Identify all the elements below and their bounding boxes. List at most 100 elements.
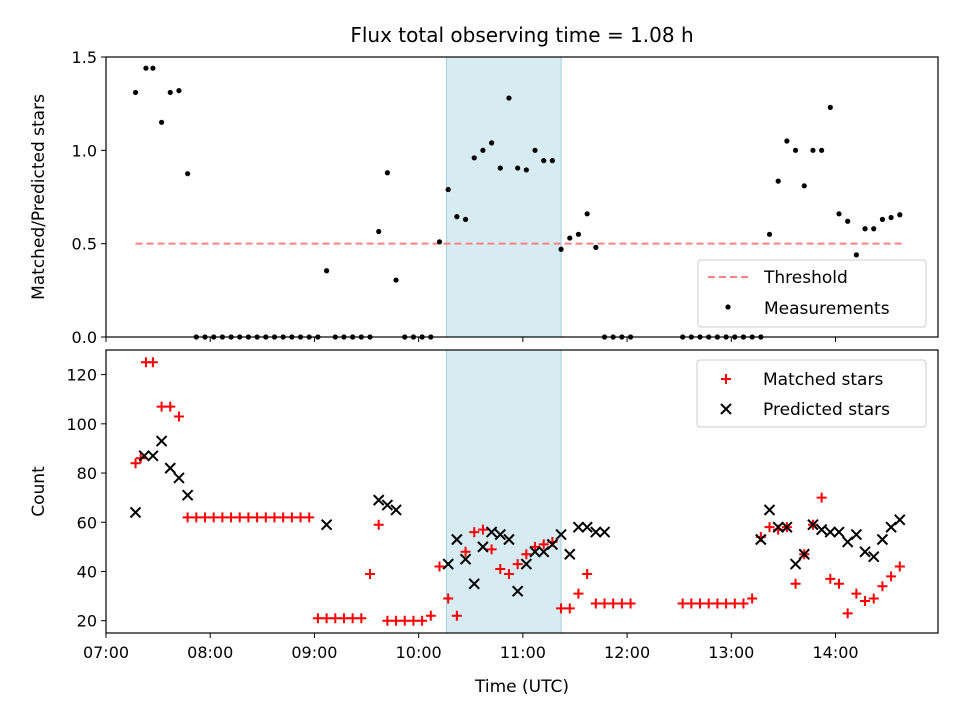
data-point — [850, 528, 863, 541]
data-point — [393, 277, 399, 283]
data-point — [584, 211, 590, 217]
data-point — [853, 252, 859, 258]
data-point — [312, 613, 323, 624]
data-point — [598, 526, 611, 538]
data-point — [815, 523, 828, 536]
data-point — [842, 608, 853, 619]
data-point — [158, 119, 165, 125]
data-point — [442, 558, 454, 570]
data-point — [833, 578, 844, 589]
data-point — [824, 526, 837, 538]
data-point — [503, 533, 515, 546]
data-point — [217, 512, 228, 523]
data-point — [538, 539, 549, 550]
data-point — [497, 165, 503, 171]
data-point — [489, 140, 495, 146]
data-point — [833, 526, 845, 538]
x-tick-label: 08:00 — [187, 643, 233, 662]
data-point — [555, 528, 567, 541]
x-tick-label: 07:00 — [83, 643, 129, 662]
data-point — [181, 489, 194, 501]
x-tick-label: 12:00 — [604, 643, 650, 662]
data-point — [390, 504, 402, 516]
data-point — [462, 216, 469, 222]
data-point — [862, 226, 868, 232]
data-point — [845, 218, 851, 224]
data-point — [200, 512, 211, 523]
legend-threshold-label: Threshold — [763, 268, 848, 288]
data-point — [523, 167, 529, 173]
data-point — [860, 596, 871, 607]
data-point — [372, 494, 385, 506]
data-point — [330, 613, 341, 624]
data-point — [445, 186, 451, 193]
axes-frame — [105, 349, 939, 634]
data-point — [382, 615, 393, 626]
observing-window-span — [446, 350, 562, 633]
legend-box — [696, 359, 927, 428]
data-point — [147, 357, 158, 368]
data-point — [894, 514, 906, 526]
data-point — [323, 268, 330, 274]
data-point — [575, 231, 582, 237]
data-point — [173, 472, 185, 484]
axes-frame — [105, 56, 939, 338]
data-point — [226, 512, 237, 523]
y-tick-label: 0.5 — [72, 235, 97, 254]
count-panel: 20 40 60 80 100 120 Count 07:00 08:00 09:00 10:00 1… — [29, 349, 939, 662]
data-point — [819, 147, 825, 153]
data-point — [173, 411, 184, 422]
y-tick-label: 0.0 — [72, 328, 97, 347]
data-point — [164, 462, 176, 474]
data-point — [859, 546, 871, 558]
data-point — [512, 559, 523, 570]
data-point — [763, 504, 776, 516]
data-point — [286, 512, 297, 523]
data-point — [304, 512, 315, 523]
data-point — [469, 527, 480, 538]
x-tick-label: 10:00 — [396, 643, 442, 662]
data-point — [695, 598, 706, 609]
data-point — [320, 519, 333, 531]
y-axis-label: Count — [29, 466, 49, 517]
legend-matched-swatch — [721, 374, 731, 384]
data-point — [176, 88, 182, 94]
data-point — [147, 450, 159, 462]
data-point — [807, 519, 819, 531]
data-point — [567, 235, 573, 241]
legend-measurements-swatch — [725, 304, 731, 310]
data-point — [252, 512, 263, 523]
data-point — [572, 521, 585, 533]
data-point — [772, 521, 784, 533]
data-point — [868, 551, 880, 563]
data-point — [810, 147, 816, 153]
legend-box — [697, 259, 927, 328]
data-point — [338, 613, 349, 624]
data-point — [801, 183, 807, 189]
data-point — [530, 541, 541, 552]
y-tick-label: 80 — [77, 464, 97, 483]
data-point — [477, 524, 488, 535]
x-tick-label: 09:00 — [291, 643, 337, 662]
data-point — [434, 561, 445, 572]
data-point — [677, 598, 688, 609]
data-point — [260, 512, 271, 523]
data-point — [460, 546, 471, 557]
series-predicted-stars — [129, 435, 906, 597]
data-point — [167, 89, 173, 96]
data-point — [208, 512, 219, 523]
data-point — [454, 214, 460, 220]
data-point — [784, 138, 790, 144]
data-point — [798, 548, 810, 560]
observing-window-span — [446, 57, 562, 337]
data-point — [471, 155, 477, 161]
data-point — [451, 610, 462, 621]
data-point — [721, 598, 732, 609]
data-point — [599, 598, 610, 609]
series-matched-stars — [130, 357, 905, 626]
data-point — [546, 538, 559, 551]
data-point — [143, 65, 149, 71]
data-point — [436, 239, 443, 245]
data-point — [766, 231, 773, 237]
